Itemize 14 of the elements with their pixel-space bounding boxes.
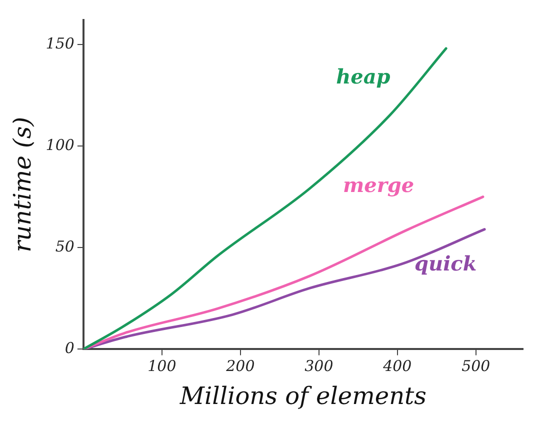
series-label: quick (414, 252, 477, 276)
y-axis-title: runtime (s) (8, 116, 37, 252)
series-label: heap (336, 64, 390, 89)
y-tick-label: 100 (46, 136, 75, 154)
x-tick-label: 500 (462, 357, 491, 376)
x-axis-title: Millions of elements (178, 382, 426, 410)
y-tick-label: 50 (55, 237, 75, 256)
y-tick-label: 150 (46, 34, 75, 52)
y-tick-label: 0 (64, 339, 75, 358)
series-label: merge (342, 172, 414, 197)
x-tick-label: 400 (382, 357, 412, 376)
x-tick-label: 200 (225, 357, 256, 376)
x-tick-label: 100 (148, 357, 177, 376)
x-tick-label: 300 (304, 357, 334, 376)
